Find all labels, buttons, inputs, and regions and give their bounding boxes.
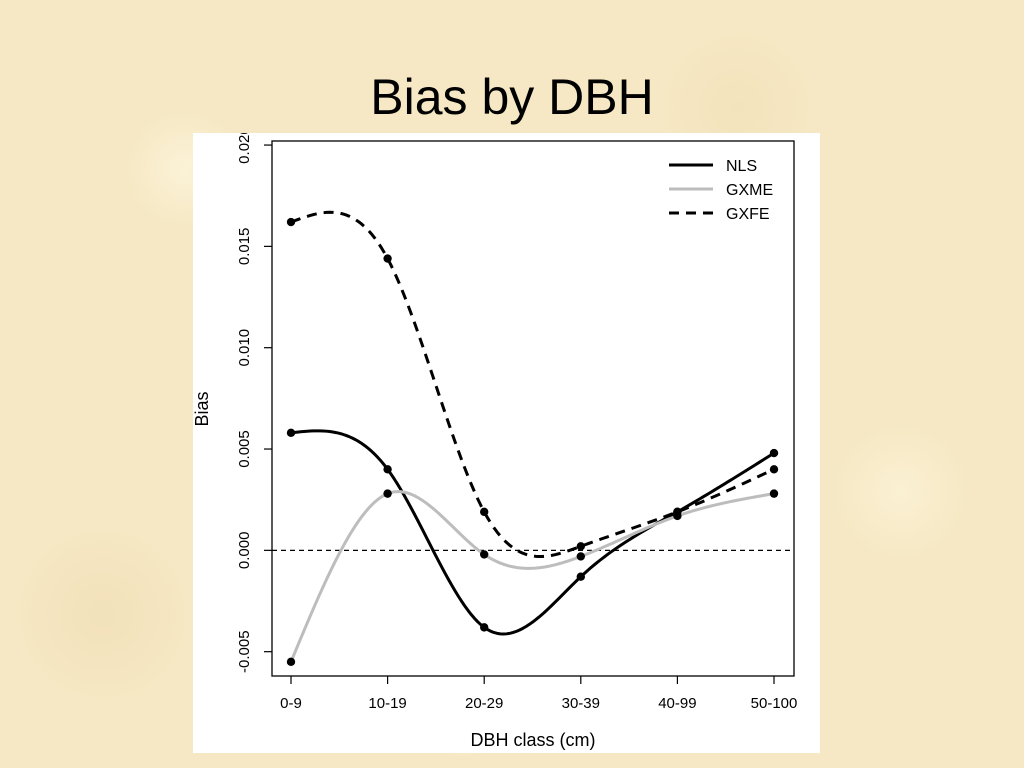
series-line-nls [290, 429, 775, 636]
x-axis-label: DBH class (cm) [471, 730, 596, 750]
series-line-gxme [289, 490, 775, 663]
legend: NLS GXME GXFE [669, 158, 773, 223]
bias-chart: -0.005 0.000 0.005 0.010 0.015 0.020 0-9 10-19… [192, 126, 797, 750]
slide-title: Bias by DBH [370, 69, 654, 125]
data-point-gxfe [769, 465, 779, 474]
plot-frame [271, 140, 795, 677]
data-point-gxfe [673, 507, 682, 517]
y-tick-label: 0.020 [236, 133, 253, 164]
data-point-gxfe [286, 217, 296, 227]
data-point-gxme [576, 552, 585, 561]
legend-label-gxfe: GXFE [726, 206, 770, 223]
legend-label-nls: NLS [726, 158, 757, 175]
series-nls [286, 428, 779, 636]
data-point-gxme [769, 489, 779, 498]
data-point-nls [383, 465, 392, 474]
x-tick-label: 10-19 [368, 695, 406, 712]
y-axis: -0.005 0.000 0.005 0.010 0.015 0.020 [236, 126, 272, 673]
data-point-gxme [286, 657, 296, 667]
data-point-nls [576, 572, 585, 581]
y-axis-label: Bias [193, 391, 212, 426]
data-point-gxme [383, 489, 392, 498]
series-line-gxfe [290, 210, 775, 559]
x-tick-label: 30-39 [562, 695, 600, 712]
y-tick-label: 0.000 [236, 532, 253, 570]
data-point-nls [480, 623, 489, 632]
y-tick-label: 0.010 [236, 329, 253, 367]
data-point-gxfe [576, 542, 585, 551]
data-point-gxfe [383, 254, 392, 263]
series-gxme [286, 489, 779, 667]
data-point-gxfe [480, 507, 489, 517]
x-tick-label: 20-29 [465, 695, 503, 712]
data-point-nls [286, 428, 296, 438]
y-tick-label: 0.005 [236, 430, 253, 468]
x-tick-label: 50-100 [751, 695, 798, 712]
legend-label-gxme: GXME [726, 182, 773, 199]
y-tick-label: 0.015 [236, 228, 253, 266]
series-gxfe [286, 210, 779, 559]
x-axis: 0-9 10-19 20-29 30-39 40-99 50-100 [280, 676, 797, 712]
x-tick-label: 40-99 [658, 695, 696, 712]
series-layer [286, 210, 779, 667]
x-tick-label: 0-9 [280, 695, 302, 712]
chart-panel: -0.005 0.000 0.005 0.010 0.015 0.020 0-9 10-19… [192, 126, 820, 753]
data-point-gxme [480, 550, 489, 559]
y-tick-label: -0.005 [236, 630, 253, 673]
data-point-nls [769, 448, 779, 458]
